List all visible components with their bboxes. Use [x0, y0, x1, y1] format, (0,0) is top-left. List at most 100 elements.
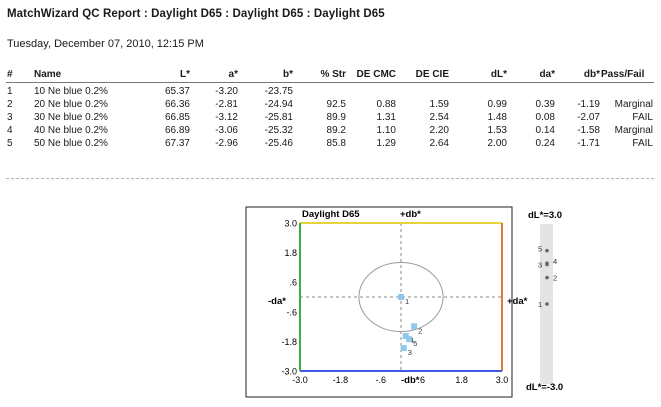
- cell-decmc: 0.88: [376, 99, 396, 110]
- cell-b: -25.81: [264, 112, 293, 123]
- cell-name: 40 Ne blue 0.2%: [34, 125, 108, 136]
- cell-name: 30 Ne blue 0.2%: [34, 112, 108, 123]
- dl-points: 1 2 3 4 5: [538, 245, 557, 309]
- dl-point-marker: [545, 248, 549, 253]
- dl-point-label: 1: [538, 300, 542, 309]
- cell-L: 66.89: [164, 125, 190, 136]
- cell-da: 0.14: [535, 125, 555, 136]
- cell-L: 66.36: [164, 99, 190, 110]
- dl-point-label: 4: [553, 257, 557, 266]
- sample-point-marker: [398, 294, 404, 300]
- cell-num: 2: [7, 99, 13, 110]
- sample-point-marker: [406, 336, 413, 343]
- cell-dL: 0.99: [487, 99, 507, 110]
- cell-db: -1.71: [577, 138, 600, 149]
- cell-num: 1: [7, 86, 13, 97]
- cell-decmc: 1.31: [376, 112, 396, 123]
- cell-name: 10 Ne blue 0.2%: [34, 86, 108, 97]
- dl-bottom-label: dL*=-3.0: [526, 382, 563, 393]
- col-header-str: % Str: [320, 69, 346, 80]
- neg-da-label: -da*: [268, 296, 286, 307]
- cell-db: -1.58: [577, 125, 600, 136]
- cell-pf: FAIL: [632, 112, 653, 123]
- y-tick-label: -3.0: [281, 367, 297, 377]
- y-tick-label: -1.8: [281, 337, 297, 347]
- cell-str: 89.2: [326, 125, 346, 136]
- cell-str: 89.9: [326, 112, 346, 123]
- dl-top-label: dL*=3.0: [528, 210, 562, 221]
- cell-decmc: 1.29: [376, 138, 396, 149]
- cell-pf: FAIL: [632, 138, 653, 149]
- cell-da: 0.24: [535, 138, 555, 149]
- cell-a: -3.06: [215, 125, 238, 136]
- cell-a: -3.12: [215, 112, 238, 123]
- sample-point-marker: [400, 345, 407, 352]
- dl-point-marker: [545, 302, 549, 306]
- col-header-b: b*: [283, 69, 293, 80]
- plot-frame: [245, 206, 513, 398]
- cell-db: -1.19: [577, 99, 600, 110]
- cell-b: -23.75: [264, 86, 293, 97]
- y-tick-label: .6: [289, 278, 297, 288]
- cell-b: -25.46: [264, 138, 293, 149]
- sample-point-marker: [411, 323, 418, 330]
- cell-db: -2.07: [577, 112, 600, 123]
- sample-point-label: 1: [405, 297, 409, 306]
- col-header-num: #: [7, 69, 13, 80]
- neg-db-label: -db*: [401, 375, 420, 386]
- sample-point-label: 5: [413, 339, 417, 348]
- col-header-pass-fail: Pass/Fail: [601, 69, 645, 80]
- plot-title: Daylight D65: [302, 209, 360, 220]
- cell-L: 65.37: [164, 86, 190, 97]
- col-header-db: db*: [583, 69, 600, 80]
- col-header-L: L*: [180, 69, 190, 80]
- cell-a: -3.20: [215, 86, 238, 97]
- cell-dL: 1.53: [487, 125, 507, 136]
- cell-dL: 2.00: [487, 138, 507, 149]
- cell-decie: 2.20: [429, 125, 449, 136]
- y-tick-labels: 3.0 1.8 .6 -.6 -1.8 -3.0: [281, 219, 297, 377]
- table-row: 1 10 Ne blue 0.2% 65.37 -3.20 -23.75: [0, 86, 661, 98]
- report-date: Tuesday, December 07, 2010, 12:15 PM: [7, 38, 204, 50]
- y-tick-label: -.6: [286, 307, 297, 317]
- y-tick-label: 1.8: [284, 248, 297, 258]
- dl-point-label: 3: [538, 261, 542, 270]
- x-tick-label: .6: [417, 375, 425, 385]
- dl-point-marker: [545, 275, 549, 280]
- header-rule: [6, 82, 654, 83]
- section-divider: [6, 178, 654, 179]
- x-tick-label: 3.0: [496, 375, 509, 385]
- cell-L: 67.37: [164, 138, 190, 149]
- cell-decie: 2.54: [429, 112, 449, 123]
- x-tick-label: -1.8: [333, 375, 349, 385]
- table-row: 4 40 Ne blue 0.2% 66.89 -3.06 -25.32 89.2 1.10…: [0, 125, 661, 137]
- x-tick-label: 1.8: [455, 375, 468, 385]
- dl-point-marker: [545, 261, 549, 266]
- cell-num: 3: [7, 112, 13, 123]
- cell-b: -25.32: [264, 125, 293, 136]
- cell-dL: 1.48: [487, 112, 507, 123]
- sample-point-label: 2: [418, 326, 422, 335]
- cell-a: -2.81: [215, 99, 238, 110]
- x-tick-labels: -3.0 -1.8 -.6 .6 1.8 3.0: [292, 375, 508, 385]
- report-title: MatchWizard QC Report : Daylight D65 : D…: [7, 8, 385, 20]
- cell-L: 66.85: [164, 112, 190, 123]
- pos-da-label: +da*: [507, 296, 528, 307]
- col-header-decie: DE CIE: [415, 69, 449, 80]
- cell-decie: 2.64: [429, 138, 449, 149]
- cell-str: 85.8: [326, 138, 346, 149]
- x-tick-label: -.6: [376, 375, 387, 385]
- cell-str: 92.5: [326, 99, 346, 110]
- col-header-decmc: DE CMC: [356, 69, 396, 80]
- cell-name: 20 Ne blue 0.2%: [34, 99, 108, 110]
- cell-pf: Marginal: [614, 125, 653, 136]
- x-tick-label: -3.0: [292, 375, 308, 385]
- cell-da: 0.08: [535, 112, 555, 123]
- cell-da: 0.39: [535, 99, 555, 110]
- tolerance-ellipse: [358, 261, 444, 333]
- dl-point-label: 5: [538, 245, 542, 254]
- cell-num: 5: [7, 138, 13, 149]
- col-header-da: da*: [539, 69, 555, 80]
- cell-a: -2.96: [215, 138, 238, 149]
